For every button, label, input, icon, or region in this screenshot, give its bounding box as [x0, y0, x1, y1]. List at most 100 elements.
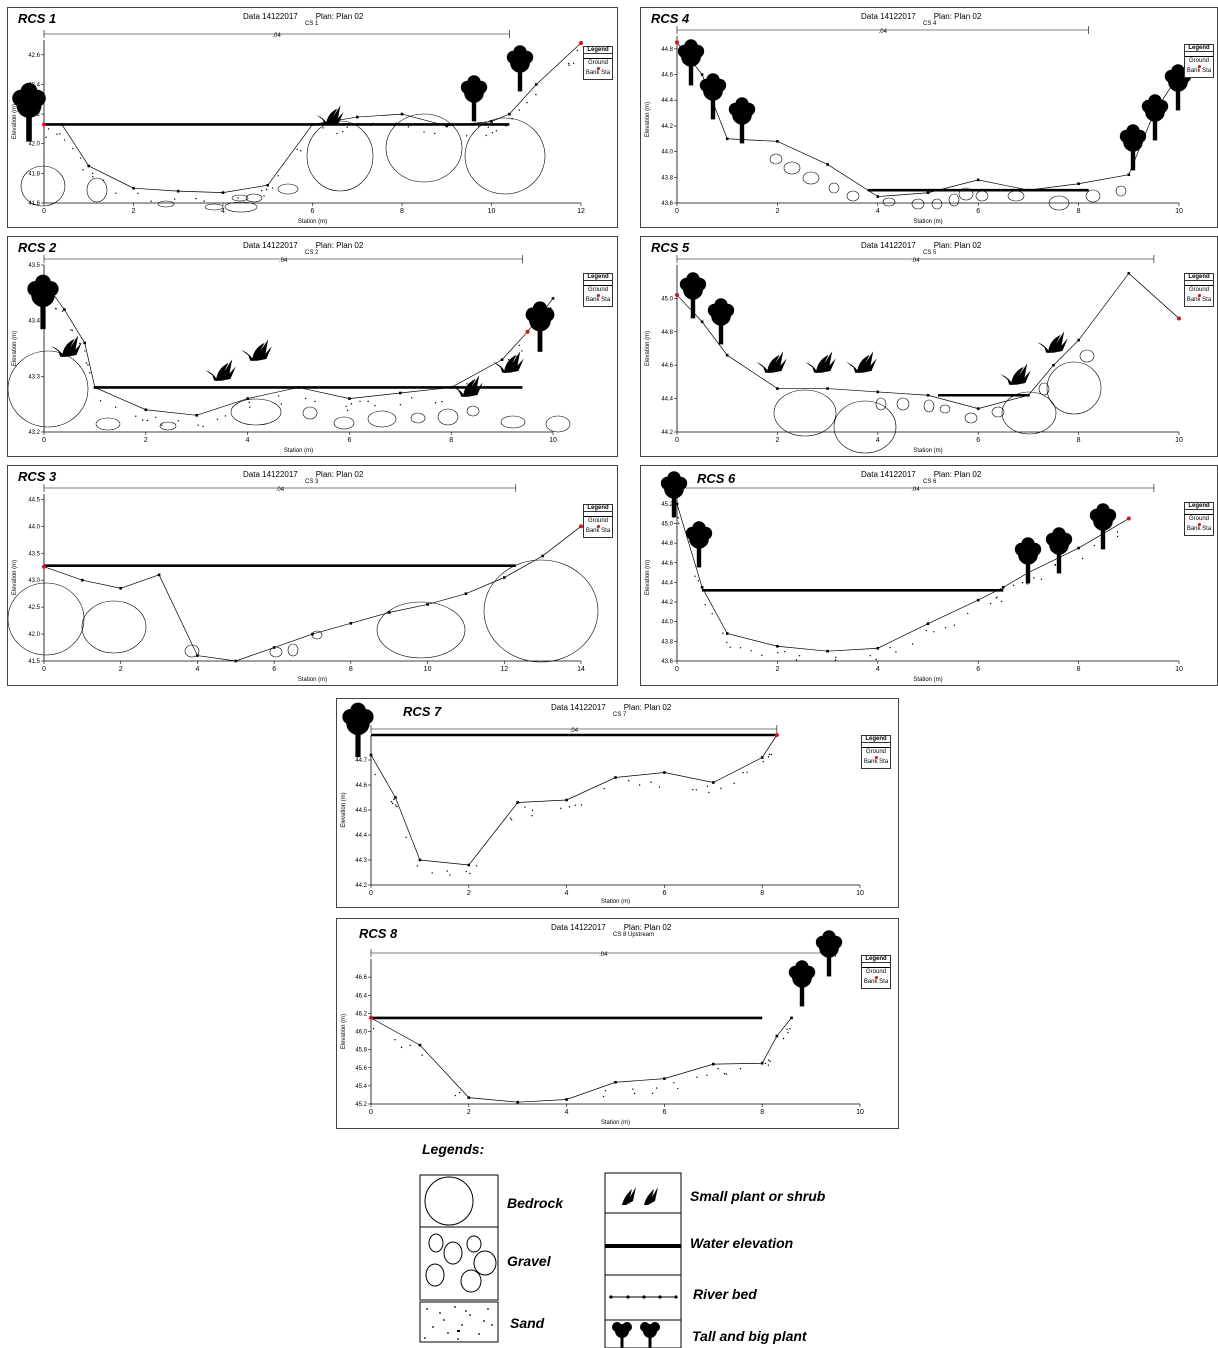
- legend-title: Legend: [584, 505, 612, 512]
- chart-rcs7: .04 0 2 4 6 8 10 44.2 44.3 44.4 44.5 44.6 44.7 Statio…: [341, 702, 864, 905]
- y-tick-label: 41.5: [28, 659, 40, 665]
- x-tick-label: 4: [876, 666, 880, 673]
- chart-rcs5: .04 0 2 4 6 8 10 44.2 44.4 44.6 44.8 45.0 Station (m…: [645, 255, 1183, 454]
- riverbed-swatch: [609, 1295, 678, 1299]
- rock-outline: [437, 408, 459, 426]
- chart-legend: Legend Ground Bank Sta: [583, 504, 613, 538]
- reach-extent: .04: [676, 255, 1155, 264]
- cross-section-label: CS 6: [923, 479, 937, 485]
- sand-swatch: [419, 1301, 499, 1343]
- ground-point: [119, 586, 123, 590]
- header-plan: Plan: Plan 02: [315, 470, 364, 479]
- rock-outline: [911, 198, 925, 210]
- ground-point: [418, 858, 422, 862]
- ground-point: [826, 649, 829, 653]
- chart-legend: Legend Ground Bank Sta: [1184, 502, 1214, 536]
- rock-outline: [948, 193, 960, 207]
- header-plan: Plan: Plan 02: [315, 241, 364, 250]
- shrub-icon: [846, 351, 877, 373]
- y-axis-label: Elevation (m): [12, 560, 18, 595]
- legend-bank: Bank Sta: [1185, 523, 1213, 532]
- x-tick-label: 10: [1175, 208, 1183, 215]
- y-tick-label: 44.7: [355, 758, 367, 764]
- ground-point: [712, 1062, 715, 1066]
- header-plan: Plan: Plan 02: [623, 703, 672, 712]
- tree-icon: [27, 274, 59, 330]
- rock-outline: [833, 400, 897, 454]
- x-axis-label: Station (m): [913, 219, 942, 225]
- bedrock-swatch: [419, 1174, 499, 1228]
- rock-outline: [783, 161, 801, 175]
- panel-title: RCS 8: [359, 926, 398, 941]
- legend-ground: Ground: [1185, 514, 1213, 522]
- x-tick-label: 0: [42, 437, 46, 444]
- y-tick-label: 44.4: [661, 397, 673, 403]
- panel-title: RCS 7: [403, 704, 442, 719]
- ground-point: [826, 163, 829, 166]
- ground-point: [614, 776, 617, 779]
- x-tick-label: 0: [42, 208, 46, 215]
- ground-point: [1077, 338, 1080, 342]
- bank-station-point: [1126, 516, 1131, 521]
- ground-point: [418, 1043, 422, 1047]
- x-tick-label: 4: [565, 1109, 569, 1116]
- header-data: Data 14122017: [243, 241, 298, 250]
- ground-point: [1002, 586, 1005, 589]
- shrub-icon: [756, 351, 787, 373]
- x-tick-label: 6: [976, 666, 980, 673]
- rock-outline: [958, 187, 974, 201]
- x-tick-label: 6: [347, 437, 351, 444]
- panel-title: RCS 4: [651, 11, 690, 26]
- bank-station-point: [1177, 316, 1181, 321]
- shrub-icon: [622, 1187, 636, 1205]
- header-data: Data 14122017: [861, 470, 916, 479]
- ground-point: [700, 73, 704, 76]
- x-tick-label: 10: [549, 437, 557, 444]
- legend-bank: Bank Sta: [584, 67, 612, 76]
- ground-profile: [44, 42, 582, 193]
- y-tick-label: 44.0: [28, 524, 40, 530]
- rock-outline: [466, 405, 480, 417]
- axes: 0 2 4 6 8 10 44.2 44.3 44.4 44.5 44.6 44.7 Station (…: [341, 735, 864, 905]
- ground-point: [541, 554, 544, 558]
- y-axis-label: Elevation (m): [341, 1014, 347, 1049]
- x-tick-label: 8: [449, 437, 453, 444]
- ground-point: [1077, 546, 1080, 550]
- header-data: Data 14122017: [861, 12, 916, 21]
- ground-point: [976, 407, 980, 410]
- y-tick-label: 44.6: [355, 783, 367, 789]
- rock-outline: [1115, 185, 1127, 197]
- legend-ground: Ground: [584, 58, 612, 66]
- axes: 0 2 4 6 8 10 43.6 43.8 44.0 44.2 44.4 44.6 44.8 Stati…: [645, 36, 1183, 225]
- reach-extent: .04: [370, 725, 778, 734]
- ground-point: [700, 320, 704, 324]
- legend-graphics: [419, 1172, 682, 1348]
- shrub-icon: [805, 351, 836, 373]
- header-plan: Plan: Plan 02: [933, 470, 982, 479]
- bank-station-point: [774, 733, 779, 737]
- legend-title: Legend: [862, 736, 890, 743]
- ground-point: [1127, 173, 1131, 177]
- shrub-icon-2: [644, 1187, 658, 1205]
- tree-icon: [685, 521, 713, 568]
- ground-point: [663, 771, 666, 774]
- chart-rcs3: .04 0 2 4 6 8 10 12 14 41.5 42.0 42.5 43.0 43.5 44.0 44…: [8, 484, 599, 683]
- x-tick-label: 4: [246, 437, 250, 444]
- panel-rcs8: RCS 8 .04 0 2 4 6 8 10 45.2 45.4 45.6 45.8 46.0 46.2…: [336, 918, 899, 1129]
- panel-rcs4: RCS 4 .04 0 2 4 6 8 10 43.6 43.8 44.0 44.2 44.4 44.6…: [640, 7, 1218, 228]
- header-data: Data 14122017: [861, 241, 916, 250]
- ground-point: [1052, 363, 1055, 367]
- panel-rcs3: RCS 3 .04 0 2 4 6 8 10 12 14 41.5 42.0 42.5 43.0 43.5…: [7, 465, 618, 686]
- legend-right-boxes: [604, 1172, 682, 1348]
- legend-sand: Sand: [510, 1315, 545, 1331]
- ground-point: [725, 353, 729, 357]
- y-axis-label: Elevation (m): [341, 792, 347, 827]
- rock-outline: [302, 406, 318, 420]
- y-tick-label: 43.0: [28, 578, 40, 584]
- chart-legend: Legend Ground Bank Sta: [583, 46, 613, 80]
- y-tick-label: 44.4: [661, 580, 673, 586]
- chart-legend: Legend Ground Bank Sta: [861, 735, 891, 769]
- rock-outline: [923, 399, 935, 413]
- rock-outline: [1046, 361, 1102, 415]
- ground-point: [93, 386, 97, 389]
